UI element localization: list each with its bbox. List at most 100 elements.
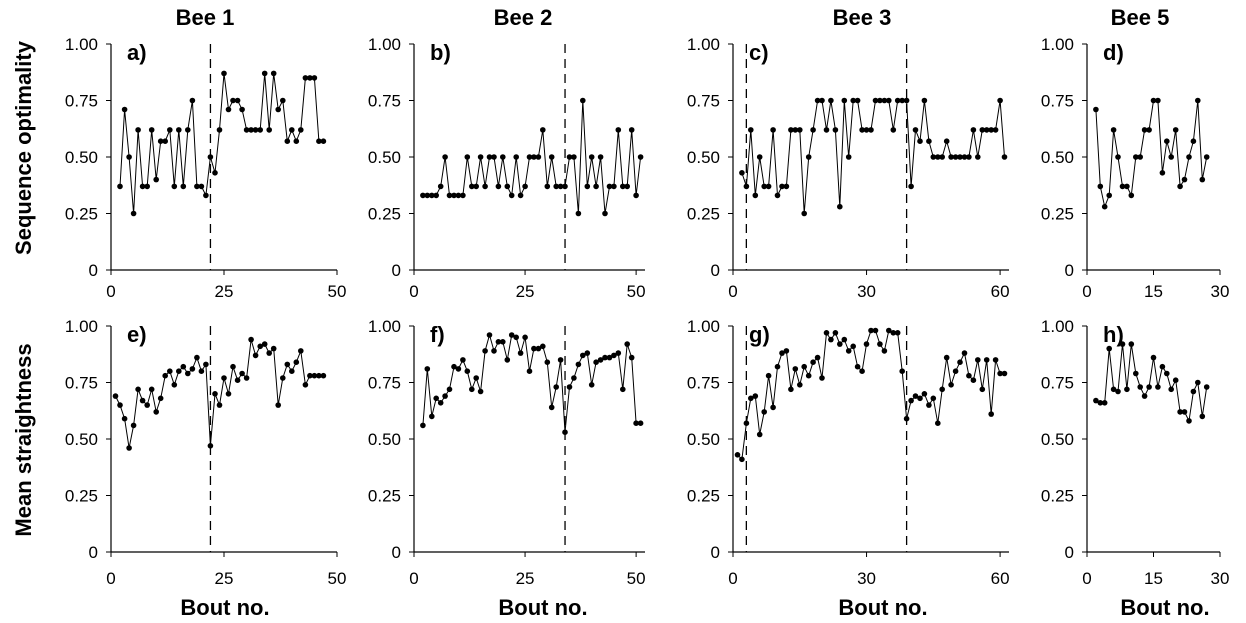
y-tick-label: 0 bbox=[1065, 261, 1074, 280]
data-point bbox=[921, 391, 928, 397]
x-tick-label: 30 bbox=[857, 569, 876, 588]
data-point bbox=[562, 429, 568, 436]
data-point bbox=[903, 97, 910, 104]
data-point bbox=[495, 339, 502, 345]
data-point bbox=[837, 341, 843, 347]
data-point bbox=[921, 97, 928, 104]
data-point bbox=[135, 127, 141, 133]
data-point bbox=[1186, 418, 1192, 424]
data-point bbox=[810, 359, 816, 366]
xlabel-bee-2: Bout no. bbox=[498, 595, 587, 620]
panel-8: 0 0.25 0.50 0.75 1.00 0 15 30 h) bbox=[1041, 317, 1230, 588]
data-point bbox=[805, 372, 812, 379]
data-point bbox=[1093, 397, 1099, 404]
panel-3: 0 0.25 0.50 0.75 1.00 0 30 60 c) bbox=[687, 35, 1010, 301]
data-point bbox=[992, 357, 999, 363]
data-point bbox=[420, 192, 426, 199]
data-point bbox=[442, 154, 448, 160]
data-point bbox=[121, 415, 128, 422]
data-point bbox=[157, 395, 164, 402]
data-point bbox=[975, 357, 981, 363]
y-tick-label: 0.75 bbox=[1041, 92, 1074, 111]
data-point bbox=[894, 97, 901, 104]
x-tick-label: 0 bbox=[106, 282, 115, 301]
data-point bbox=[823, 330, 830, 336]
data-point bbox=[198, 368, 205, 375]
data-point bbox=[859, 368, 865, 375]
data-point bbox=[504, 183, 511, 190]
data-point bbox=[148, 127, 155, 133]
data-point bbox=[257, 343, 264, 350]
data-point bbox=[792, 366, 799, 372]
data-point bbox=[1199, 413, 1206, 420]
data-point bbox=[531, 345, 537, 352]
data-point bbox=[212, 170, 218, 176]
data-point bbox=[531, 154, 537, 160]
data-point bbox=[239, 106, 245, 113]
data-point bbox=[611, 352, 617, 359]
data-point bbox=[850, 97, 856, 104]
x-tick-label: 25 bbox=[516, 282, 535, 301]
data-point bbox=[230, 97, 236, 104]
data-point bbox=[316, 138, 322, 144]
y-tick-label: 0 bbox=[392, 261, 401, 280]
data-point bbox=[774, 363, 781, 370]
data-point bbox=[1146, 127, 1152, 133]
data-point bbox=[1181, 176, 1188, 183]
data-point bbox=[939, 386, 945, 393]
data-point bbox=[584, 350, 591, 356]
data-point bbox=[451, 363, 457, 370]
data-point bbox=[194, 183, 200, 190]
data-point bbox=[908, 397, 914, 404]
data-point bbox=[176, 127, 182, 133]
data-point bbox=[522, 183, 528, 190]
data-point bbox=[1186, 154, 1192, 160]
data-point bbox=[1203, 154, 1210, 160]
data-point bbox=[743, 183, 750, 190]
data-point bbox=[774, 192, 781, 199]
data-point bbox=[429, 413, 435, 420]
data-point bbox=[1110, 127, 1117, 133]
data-point bbox=[1181, 409, 1188, 415]
data-point bbox=[1101, 400, 1108, 406]
data-point bbox=[1001, 154, 1008, 160]
data-point bbox=[270, 345, 277, 352]
x-tick-label: 30 bbox=[1211, 282, 1230, 301]
data-point bbox=[176, 368, 182, 375]
data-point bbox=[810, 127, 816, 133]
data-point bbox=[216, 402, 223, 408]
data-point bbox=[979, 127, 986, 133]
x-tick-label: 50 bbox=[328, 282, 347, 301]
y-tick-label: 0.75 bbox=[65, 92, 98, 111]
data-point bbox=[460, 357, 466, 363]
x-tick-label: 25 bbox=[215, 282, 234, 301]
data-point bbox=[225, 391, 232, 397]
data-point bbox=[261, 70, 268, 77]
data-point bbox=[504, 357, 511, 363]
y-tick-label: 0 bbox=[89, 543, 98, 562]
data-point bbox=[257, 127, 264, 133]
data-point bbox=[765, 372, 772, 379]
data-point bbox=[180, 363, 187, 370]
data-point bbox=[486, 154, 493, 160]
y-tick-label: 0.50 bbox=[1041, 430, 1074, 449]
data-point bbox=[437, 183, 444, 190]
data-point bbox=[1106, 192, 1112, 199]
data-point bbox=[194, 354, 200, 361]
data-point bbox=[320, 138, 327, 144]
y-tick-label: 0 bbox=[392, 543, 401, 562]
data-point bbox=[606, 183, 613, 190]
y-tick-label: 0.25 bbox=[65, 205, 98, 224]
data-point bbox=[153, 409, 159, 415]
data-point bbox=[446, 192, 453, 199]
panel-label: c) bbox=[749, 40, 769, 65]
data-point bbox=[117, 402, 123, 408]
data-point bbox=[239, 370, 245, 377]
x-tick-label: 0 bbox=[409, 282, 418, 301]
data-point bbox=[580, 352, 586, 359]
data-point bbox=[307, 372, 313, 379]
data-point bbox=[526, 154, 533, 160]
data-point bbox=[1110, 386, 1117, 393]
data-point bbox=[881, 348, 888, 354]
data-point bbox=[957, 154, 963, 160]
